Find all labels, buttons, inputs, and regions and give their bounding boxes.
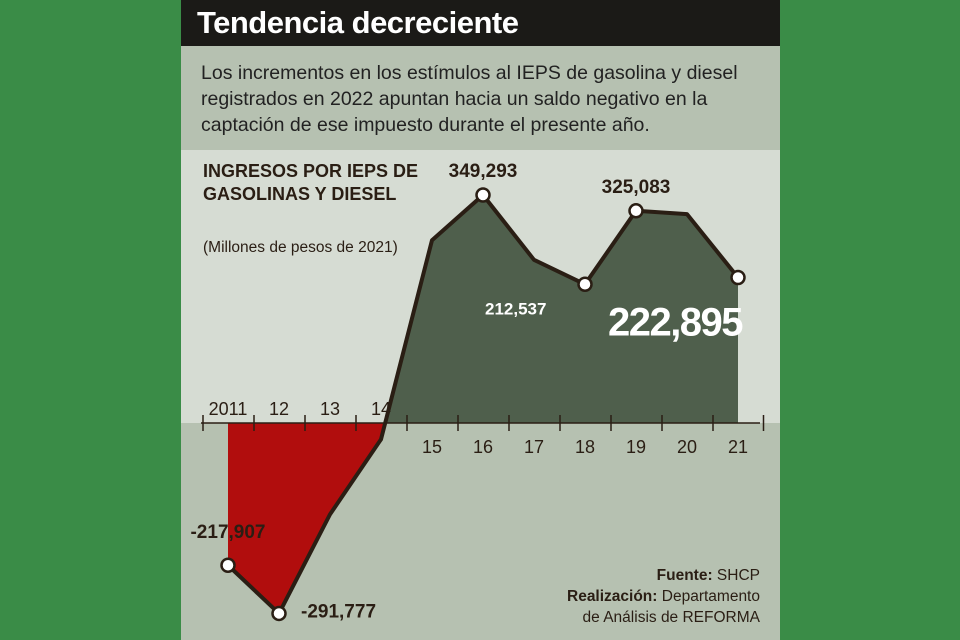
data-label: -291,777 [301,601,376,622]
author-line-2: de Análisis de REFORMA [582,609,760,626]
chart: 2011 12 13 14 15 16 17 18 19 20 21 -217,907 -291,777… [181,150,780,622]
data-label: 212,537 [485,299,546,318]
credits: Fuente: SHCP Realización: Departamento d… [567,565,760,628]
x-tick-label: 21 [728,437,748,457]
negative-area [228,423,386,614]
data-label: 349,293 [449,161,518,182]
positive-area [385,195,738,423]
x-tick-label: 19 [626,437,646,457]
subtitle: Los incrementos en los estímulos al IEPS… [201,62,738,136]
y-axis-title: INGRESOS POR IEPS DE GASOLINAS Y DIESEL [203,161,419,204]
data-label: -217,907 [190,522,265,543]
infographic-card: 2011 12 13 14 15 16 17 18 19 20 21 -217,907 -291,777… [181,0,780,640]
x-tick-label: 13 [320,399,340,419]
data-point [628,203,644,219]
x-tick-label: 2011 [209,399,248,419]
source-value: SHCP [716,567,760,584]
source-label: Fuente: [656,567,713,584]
x-tick-label: 20 [677,437,697,457]
author-value-1: Departamento [661,588,760,605]
source-line: Fuente: SHCP [567,565,760,586]
x-tick-label: 16 [473,437,493,457]
data-point [577,276,593,293]
y-axis-unit: (Millones de pesos de 2021) [203,239,398,256]
data-label: 325,083 [602,177,671,198]
x-tick-label: 15 [422,437,442,457]
author-label: Realización: [567,588,658,605]
data-point [220,557,236,573]
page-title: Tendencia decreciente [197,5,519,40]
x-tick-label: 18 [575,437,595,457]
x-tick-label: 12 [269,399,289,419]
x-tick-label: 14 [371,399,391,419]
data-point [271,605,287,622]
data-point [730,269,746,286]
data-label: 222,895 [608,301,743,345]
author-line: Realización: Departamento [567,586,760,607]
header-bar: Tendencia decreciente [181,0,780,46]
x-tick-label: 17 [524,437,544,457]
data-point [475,187,491,203]
